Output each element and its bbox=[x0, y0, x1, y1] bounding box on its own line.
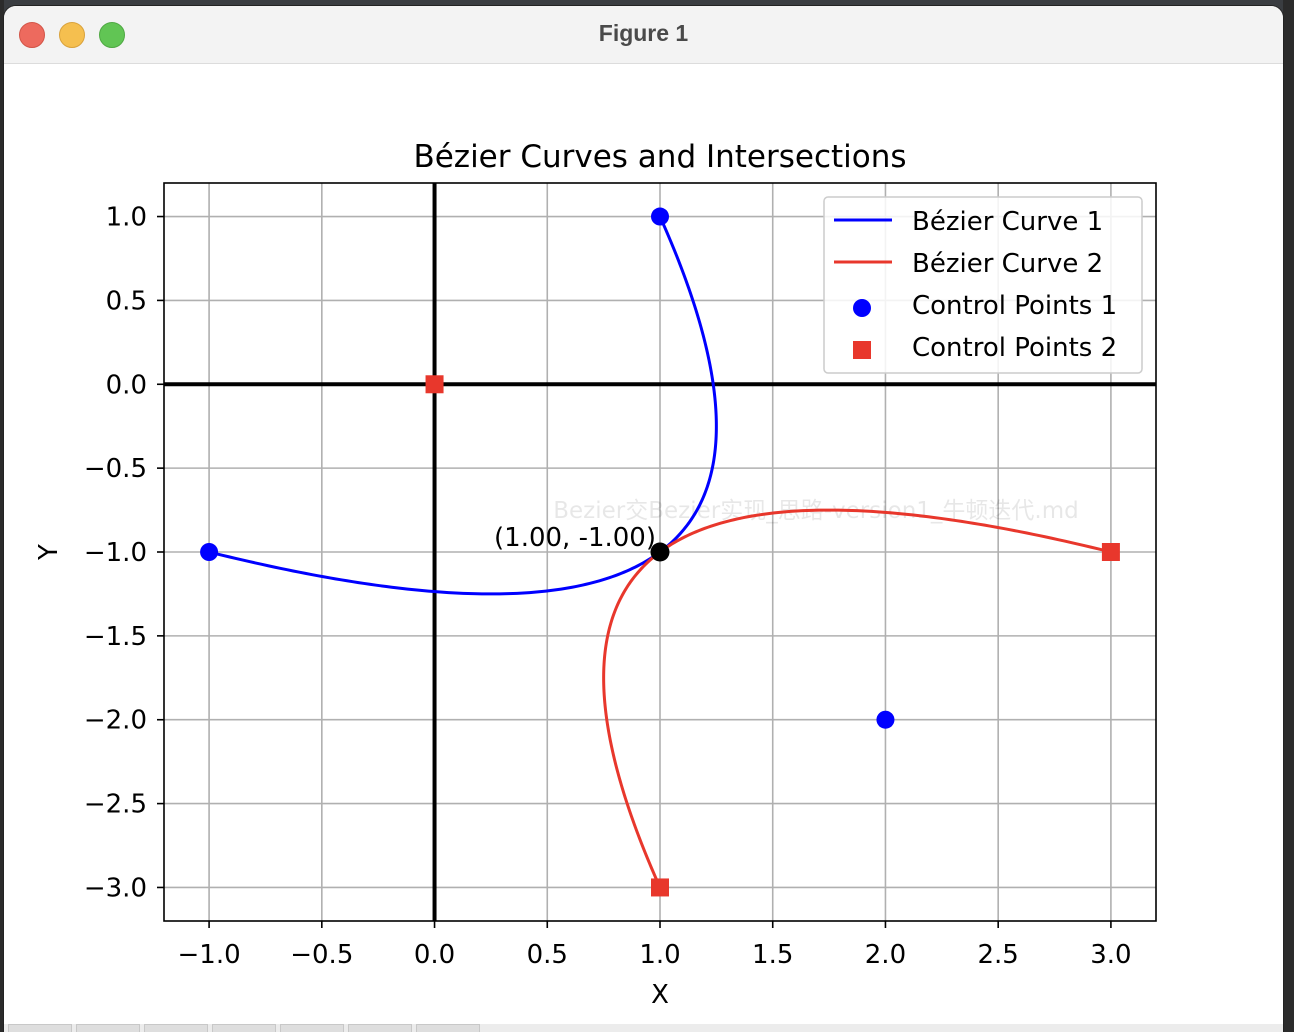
toolbar-button-configure[interactable] bbox=[348, 1024, 412, 1032]
x-tick-label-3: 0.5 bbox=[527, 940, 568, 970]
title-bar: Figure 1 bbox=[4, 6, 1283, 64]
x-axis-label: X bbox=[651, 980, 669, 1010]
legend-label-2: Control Points 1 bbox=[912, 291, 1117, 321]
toolbar-button-forward[interactable] bbox=[144, 1024, 208, 1032]
legend-box bbox=[823, 196, 1143, 374]
bezier-chart: Bezier交Bezier实现_思路-version1_牛顿迭代.md (1.0… bbox=[34, 139, 1157, 1010]
control-point-2-0 bbox=[651, 878, 669, 897]
control-point-1-1 bbox=[876, 710, 895, 729]
x-tick-label-6: 2.0 bbox=[865, 940, 906, 970]
legend-label-1: Bézier Curve 2 bbox=[912, 249, 1103, 279]
y-tick-label-7: −2.5 bbox=[84, 790, 147, 820]
legend-label-0: Bézier Curve 1 bbox=[912, 207, 1103, 237]
background-editor-left bbox=[0, 0, 4, 1032]
y-tick-label-1: 0.5 bbox=[106, 286, 147, 316]
intersection-label-0: (1.00, -1.00) bbox=[494, 523, 656, 553]
toolbar-button-pan[interactable] bbox=[212, 1024, 276, 1032]
background-editor-right bbox=[1283, 0, 1294, 1032]
minimize-window-button[interactable] bbox=[59, 22, 85, 48]
y-axis-label: Y bbox=[34, 544, 64, 561]
y-tick-label-8: −3.0 bbox=[84, 873, 147, 903]
intersection-point-0 bbox=[650, 542, 670, 562]
toolbar-button-save[interactable] bbox=[416, 1024, 480, 1032]
zoom-window-button[interactable] bbox=[99, 22, 125, 48]
control-point-1-0 bbox=[200, 543, 219, 561]
y-tick-label-2: 0.0 bbox=[106, 370, 147, 400]
toolbar-button-zoom[interactable] bbox=[280, 1024, 344, 1032]
legend-label-3: Control Points 2 bbox=[912, 333, 1117, 363]
legend: Bézier Curve 1 Bézier Curve 2 Control Poin… bbox=[823, 196, 1143, 374]
x-tick-label-5: 1.5 bbox=[752, 940, 793, 970]
legend-swatch-2 bbox=[853, 299, 871, 317]
control-point-2-2 bbox=[1101, 543, 1120, 561]
chart-title: Bézier Curves and Intersections bbox=[413, 139, 906, 175]
control-point-1-2 bbox=[651, 207, 669, 226]
y-tick-label-4: −1.0 bbox=[84, 538, 147, 568]
x-tick-label-0: −1.0 bbox=[178, 940, 241, 970]
legend-swatch-3 bbox=[853, 341, 871, 359]
control-point-2-1 bbox=[425, 375, 444, 394]
y-tick-label-6: −2.0 bbox=[84, 706, 147, 736]
reference-axis-lines bbox=[164, 183, 1156, 921]
x-tick-label-4: 1.0 bbox=[639, 940, 680, 970]
figure-window: Figure 1 Bezier交Bezier实现_思路-version1_牛顿迭… bbox=[4, 6, 1283, 1032]
y-tick-label-0: 1.0 bbox=[106, 203, 147, 233]
figure-canvas: Bezier交Bezier实现_思路-version1_牛顿迭代.md (1.0… bbox=[4, 63, 1283, 1032]
toolbar-button-home[interactable] bbox=[8, 1024, 72, 1032]
close-window-button[interactable] bbox=[19, 22, 45, 48]
control-point-markers bbox=[200, 207, 1120, 897]
window-title: Figure 1 bbox=[598, 20, 689, 46]
toolbar-button-back[interactable] bbox=[76, 1024, 140, 1032]
y-tick-label-3: −0.5 bbox=[84, 454, 147, 484]
intersection-points: (1.00, -1.00) bbox=[494, 523, 670, 562]
x-tick-label-7: 2.5 bbox=[978, 940, 1019, 970]
y-tick-label-5: −1.5 bbox=[84, 622, 147, 652]
x-tick-label-2: 0.0 bbox=[414, 940, 455, 970]
x-tick-label-1: −0.5 bbox=[290, 940, 353, 970]
x-tick-label-8: 3.0 bbox=[1090, 940, 1131, 970]
axis-ticks: −1.0 −0.5 0.0 0.5 1.0 1.5 2.0 2.5 3.0 1.0 0.5 0.0 −0… bbox=[84, 203, 1132, 970]
toolbar bbox=[4, 1024, 1283, 1032]
bezier-curve-2 bbox=[602, 508, 1112, 889]
